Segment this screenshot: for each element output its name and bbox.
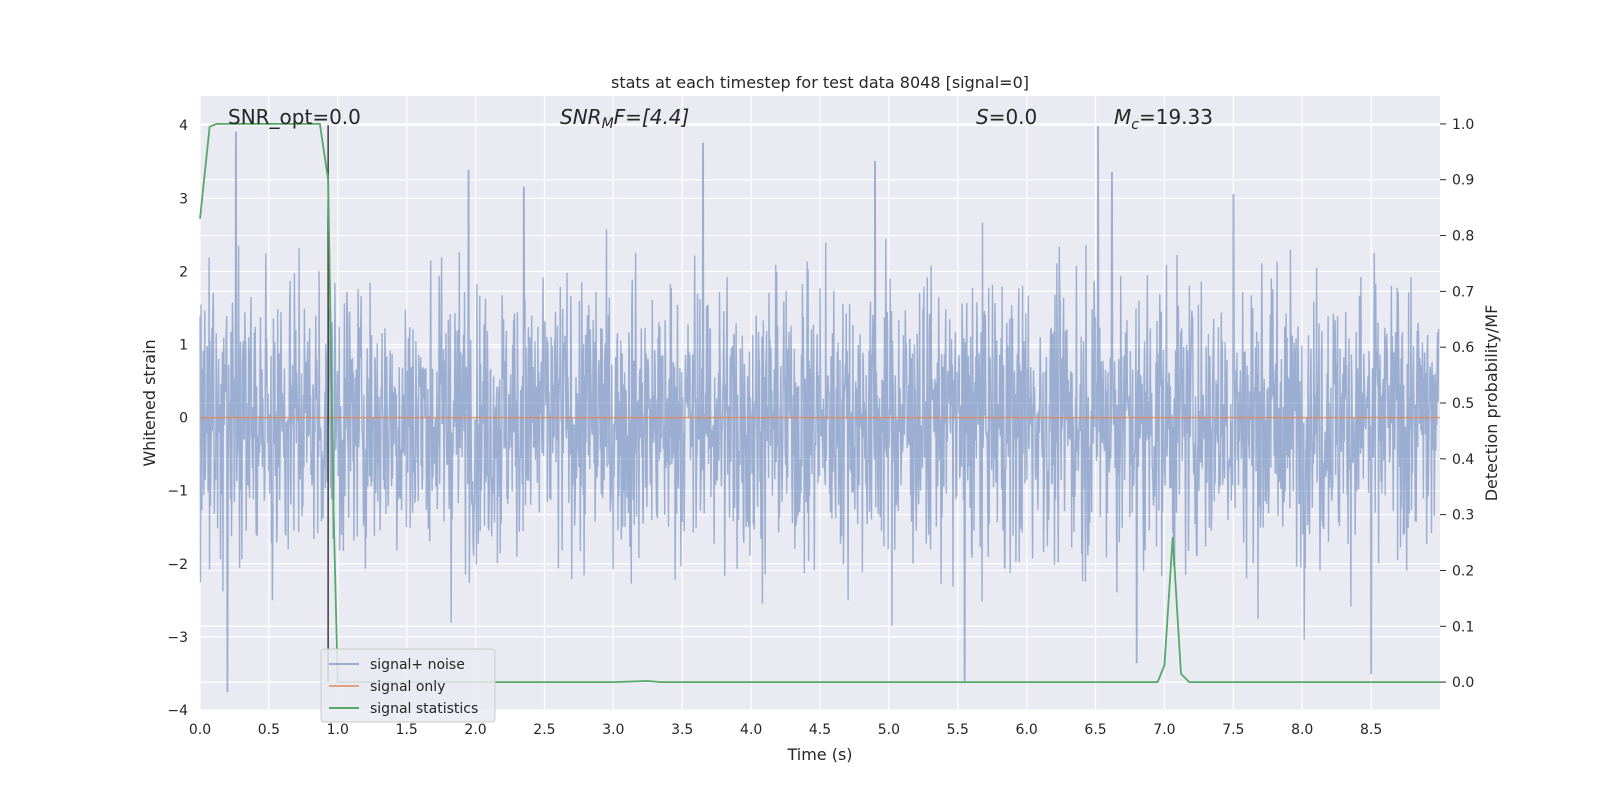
- y-tick-label: 0: [179, 411, 188, 427]
- x-tick-label: 7.0: [1153, 722, 1175, 738]
- y-right-tick-label: 0.8: [1452, 229, 1474, 245]
- y-right-tick-label: 0.7: [1452, 284, 1474, 300]
- legend-label-statistics: signal statistics: [370, 701, 478, 717]
- x-tick-label: 6.0: [1016, 722, 1038, 738]
- x-tick-label: 3.0: [602, 722, 624, 738]
- chart-title: stats at each timestep for test data 804…: [611, 73, 1029, 92]
- legend-label-noise: signal+ noise: [370, 657, 465, 673]
- y-right-tick-label: 0.5: [1452, 396, 1474, 412]
- signal-statistics-line: [199, 123, 1440, 683]
- x-tick-label: 7.5: [1222, 722, 1244, 738]
- y-right-tick-label: 0.1: [1452, 619, 1474, 635]
- x-tick-label: 4.0: [740, 722, 762, 738]
- x-tick-label: 6.5: [1084, 722, 1106, 738]
- x-tick-label: 2.0: [464, 722, 486, 738]
- signal-noise-series: [199, 125, 1440, 693]
- y-tick-label: 3: [179, 191, 188, 207]
- y-tick-label: 2: [179, 264, 188, 280]
- x-tick-label: 3.5: [671, 722, 693, 738]
- x-tick-label: 1.0: [327, 722, 349, 738]
- x-tick-label: 4.5: [809, 722, 831, 738]
- y-tick-label: −3: [167, 630, 188, 646]
- legend-label-signal-only: signal only: [370, 679, 445, 695]
- y-right-axis-label: Detection probability/MF: [1482, 305, 1501, 502]
- y-tick-label: −2: [167, 557, 188, 573]
- annotation-mc: Mc=19.33: [1114, 105, 1213, 133]
- annotation-snr-opt: SNR_opt=0.0: [228, 105, 361, 129]
- annotation-s: S=0.0: [976, 105, 1037, 129]
- y-right-tick-label: 1.0: [1452, 117, 1474, 133]
- signal-statistics-series: [199, 123, 1440, 683]
- y-axis-label: Whitened strain: [140, 339, 159, 466]
- x-tick-label: 5.5: [947, 722, 969, 738]
- y-right-tick-label: 0.6: [1452, 340, 1474, 356]
- signal-noise-line: [199, 125, 1440, 693]
- y-right-tick-label: 0.9: [1452, 173, 1474, 189]
- y-right-tick-label: 0.4: [1452, 452, 1474, 468]
- y-tick-label: −1: [167, 484, 188, 500]
- legend: signal+ noise signal only signal statist…: [320, 648, 496, 723]
- x-tick-label: 0.0: [189, 722, 211, 738]
- y-tick-label: 4: [179, 118, 188, 134]
- x-tick-label: 8.0: [1291, 722, 1313, 738]
- y-right-tick-label: 0.3: [1452, 508, 1474, 524]
- x-tick-label: 0.5: [258, 722, 280, 738]
- legend-box: [320, 648, 496, 723]
- y-right-tick-label: 0.2: [1452, 563, 1474, 579]
- y-tick-label: 1: [179, 338, 188, 354]
- annotation-snr-mf: SNRMF=[4.4]: [560, 105, 689, 132]
- y-right-tick-label: 0.0: [1452, 675, 1474, 691]
- x-tick-label: 8.5: [1360, 722, 1382, 738]
- x-tick-labels: 0.0 0.5 1.0 1.5 2.0 2.5 3.0 3.5 4.0 4.5 5.0 5.5 6.0 6…: [189, 722, 1382, 738]
- y-tick-labels: 4 3 2 1 0 −1 −2 −3 −4: [167, 118, 188, 719]
- x-axis-label: Time (s): [786, 745, 852, 764]
- y-tick-label: −4: [167, 703, 188, 719]
- x-tick-label: 1.5: [396, 722, 418, 738]
- y-right-tick-labels: 1.0 0.9 0.8 0.7 0.6 0.5 0.4 0.3 0.2 0.1 0.0: [1440, 117, 1474, 691]
- x-tick-label: 5.0: [878, 722, 900, 738]
- x-tick-label: 2.5: [533, 722, 555, 738]
